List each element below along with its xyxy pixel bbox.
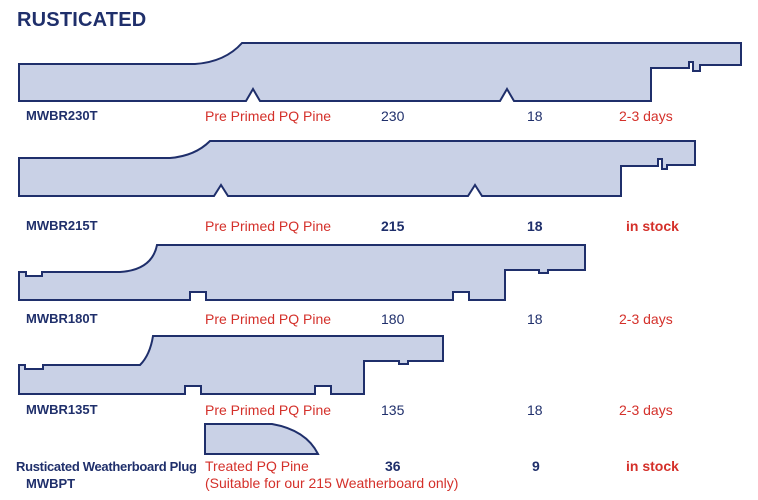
product-width: 180 bbox=[381, 311, 405, 327]
plug-code: MWBPT bbox=[26, 476, 76, 491]
plug-note: (Suitable for our 215 Weatherboard only) bbox=[205, 475, 459, 491]
profile-mwbr135t bbox=[18, 335, 444, 395]
product-width: 215 bbox=[381, 218, 405, 234]
product-width: 230 bbox=[381, 108, 405, 124]
product-material: Pre Primed PQ Pine bbox=[205, 108, 332, 124]
plug-width: 36 bbox=[385, 458, 401, 474]
product-thickness: 18 bbox=[527, 218, 543, 234]
plug-material: Treated PQ Pine bbox=[205, 458, 309, 474]
plug-name: Rusticated Weatherboard Plug bbox=[16, 459, 197, 474]
product-code: MWBR215T bbox=[26, 218, 98, 233]
product-thickness: 18 bbox=[527, 311, 543, 327]
product-code: MWBR135T bbox=[26, 402, 98, 417]
product-material: Pre Primed PQ Pine bbox=[205, 311, 332, 327]
plug-lead-time: in stock bbox=[626, 458, 679, 474]
product-lead-time: 2-3 days bbox=[619, 311, 673, 327]
product-thickness: 18 bbox=[527, 108, 543, 124]
product-thickness: 18 bbox=[527, 402, 543, 418]
product-lead-time: 2-3 days bbox=[619, 402, 673, 418]
product-code: MWBR180T bbox=[26, 311, 98, 326]
product-width: 135 bbox=[381, 402, 405, 418]
product-material: Pre Primed PQ Pine bbox=[205, 402, 332, 418]
product-lead-time: in stock bbox=[626, 218, 679, 234]
profile-mwbr230t bbox=[18, 42, 742, 102]
page-title: RUSTICATED bbox=[17, 9, 147, 31]
plug-thickness: 9 bbox=[532, 458, 540, 474]
profile-mwbr215t bbox=[18, 140, 696, 197]
profile-mwbr180t bbox=[18, 244, 586, 301]
product-material: Pre Primed PQ Pine bbox=[205, 218, 332, 234]
profile-mwbpt bbox=[204, 423, 320, 455]
product-lead-time: 2-3 days bbox=[619, 108, 673, 124]
product-code: MWBR230T bbox=[26, 108, 98, 123]
